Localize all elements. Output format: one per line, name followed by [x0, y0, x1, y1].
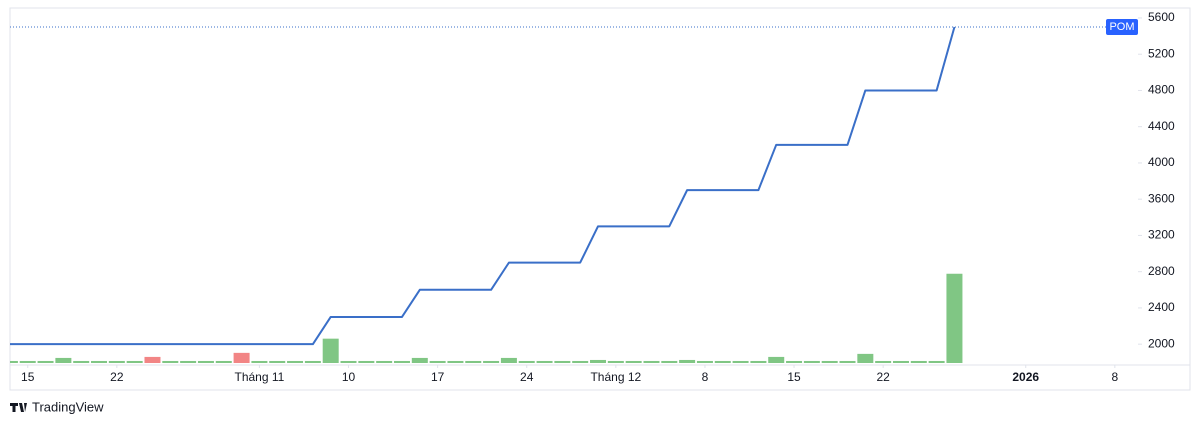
volume-bar	[269, 360, 286, 363]
y-tick-label: 5600	[1148, 10, 1175, 24]
x-tick-label: 8	[702, 370, 709, 384]
y-tick-label: 2400	[1148, 300, 1175, 314]
x-tick-label: 15	[21, 370, 35, 384]
volume-bar	[322, 338, 339, 363]
volume-bar	[768, 356, 785, 363]
branding: TradingView	[10, 399, 104, 414]
x-tick-label: 24	[520, 370, 534, 384]
volume-bar	[304, 360, 321, 363]
volume-bar	[857, 353, 874, 363]
volume-bar	[483, 360, 500, 363]
y-tick-label: 2000	[1148, 336, 1175, 350]
volume-bar	[429, 360, 446, 363]
series-tag-bg	[1106, 19, 1138, 36]
y-tick-label: 4000	[1148, 155, 1175, 169]
volume-bar	[928, 360, 945, 363]
x-tick-label: Tháng 12	[590, 370, 641, 384]
y-tick-label: 4800	[1148, 83, 1175, 97]
plot-area	[10, 26, 963, 363]
volume-bar	[37, 360, 54, 363]
volume-bar	[892, 360, 909, 363]
volume-bar	[696, 360, 713, 363]
volume-bar	[126, 360, 143, 363]
volume-bar	[376, 360, 393, 363]
price-line	[10, 26, 956, 346]
volume-bar	[73, 360, 90, 363]
volume-bar	[875, 360, 892, 363]
volume-bar	[180, 360, 197, 363]
series-tag: POM	[1109, 21, 1134, 33]
x-tick-label: 17	[431, 370, 445, 384]
volume-bar	[732, 360, 749, 363]
x-tick-label: 22	[876, 370, 890, 384]
volume-bar	[536, 360, 553, 363]
volume-bar	[10, 360, 18, 363]
x-tick-label: Tháng 11	[234, 370, 284, 384]
volume-bar	[643, 360, 660, 363]
volume-bar	[144, 356, 161, 363]
chart-frame	[9, 7, 1191, 391]
volume-bar	[162, 360, 179, 363]
volume-bar	[839, 360, 856, 363]
volume-bar	[803, 360, 820, 363]
volume-bar	[679, 359, 696, 363]
volume-bar	[447, 360, 464, 363]
volume-bar	[393, 360, 410, 363]
y-tick-label: 4400	[1148, 119, 1175, 133]
volume-bar	[465, 360, 482, 363]
y-tick-label: 2800	[1148, 264, 1175, 278]
volume-bar	[750, 360, 767, 363]
brand-name: TradingView	[32, 399, 104, 414]
logo-icon	[10, 403, 27, 412]
volume-bar	[91, 360, 108, 363]
volume-bar	[946, 273, 963, 363]
volume-bar	[661, 360, 678, 363]
y-tick-label: 3600	[1148, 191, 1175, 205]
volume-bar	[500, 357, 517, 363]
x-tick-label: 10	[342, 370, 356, 384]
volume-bar	[786, 360, 803, 363]
volume-bar	[251, 360, 268, 363]
volume-bar	[821, 360, 838, 363]
volume-bar	[714, 360, 731, 363]
volume-bar	[19, 360, 36, 363]
volume-bar	[215, 360, 232, 363]
volume-bar	[590, 359, 607, 363]
volume-bar	[411, 357, 428, 363]
x-tick-label: 15	[787, 370, 801, 384]
volume-bar	[287, 360, 304, 363]
volume-bar	[358, 360, 375, 363]
volume-bar	[554, 360, 571, 363]
volume-bar	[910, 360, 927, 363]
volume-bar	[518, 360, 535, 363]
x-tick-label: 2026	[1012, 370, 1039, 384]
volume-bar	[340, 360, 357, 363]
volume-bar	[197, 360, 214, 363]
x-tick-label: 8	[1111, 370, 1118, 384]
volume-bar	[108, 360, 125, 363]
x-tick-label: 22	[110, 370, 124, 384]
axes: 2000 2400 2800 3200 3600 4000 4400 4800 5200 5600…	[10, 10, 1175, 384]
volume-bar	[607, 360, 624, 363]
y-tick-label: 3200	[1148, 228, 1175, 242]
volume-bar	[55, 357, 72, 363]
volume-bar	[572, 360, 589, 363]
volume-bar	[625, 360, 642, 363]
y-tick-label: 5200	[1148, 46, 1175, 60]
volume-bar	[233, 352, 250, 363]
